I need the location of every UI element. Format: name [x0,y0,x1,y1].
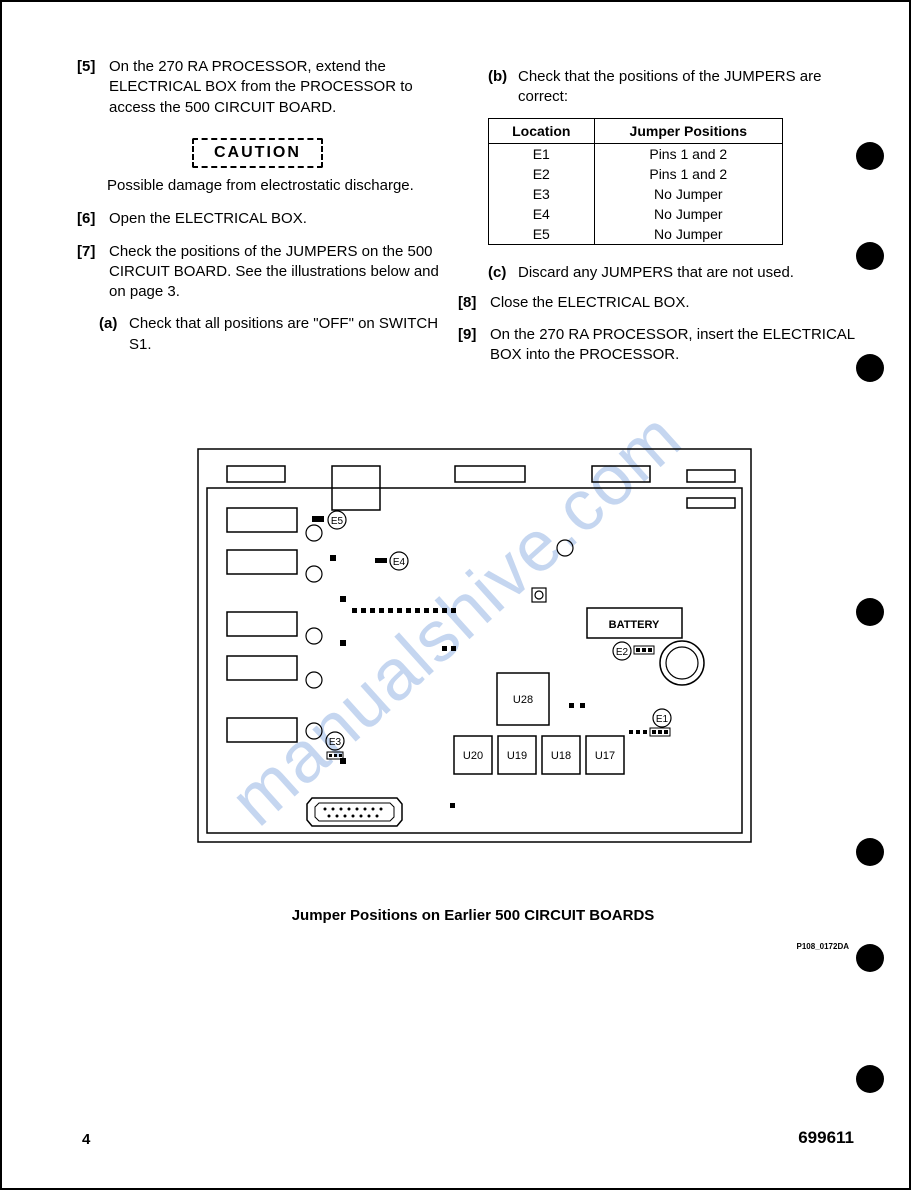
step-5-text: On the 270 RA PROCESSOR, extend the ELEC… [109,57,458,118]
caution-text: Possible damage from electrostatic disch… [107,176,458,196]
svg-text:U19: U19 [507,750,527,762]
caution-label: CAUTION [192,138,323,168]
table-row: E5No Jumper [489,224,783,245]
diagram-ref: P108_0172DA [797,942,849,951]
table-cell: Pins 1 and 2 [594,143,782,164]
right-column: (b) Check that the positions of the JUMP… [488,57,869,378]
step-8-num: [8] [458,293,490,313]
svg-text:U28: U28 [513,694,533,706]
step-6: [6] Open the ELECTRICAL BOX. [77,209,458,229]
step-7c-num: (c) [488,263,518,283]
step-7a-num: (a) [99,314,129,355]
step-7-text: Check the positions of the JUMPERS on th… [109,242,458,303]
svg-text:U18: U18 [551,750,571,762]
jumper-table: Location Jumper Positions E1Pins 1 and 2… [488,118,783,245]
table-row: E3No Jumper [489,184,783,204]
table-cell: E3 [489,184,595,204]
step-7c: (c) Discard any JUMPERS that are not use… [488,263,869,283]
page-number-left: 4 [82,1131,90,1148]
table-row: E2Pins 1 and 2 [489,164,783,184]
circuit-board-diagram: E5 E4 E3 [197,448,869,847]
table-row: E4No Jumper [489,204,783,224]
step-7b: (b) Check that the positions of the JUMP… [488,67,869,108]
step-7-num: [7] [77,242,109,303]
step-8-text: Close the ELECTRICAL BOX. [490,293,869,313]
step-9-text: On the 270 RA PROCESSOR, insert the ELEC… [490,325,869,366]
step-7a-text: Check that all positions are "OFF" on SW… [129,314,458,355]
svg-text:E3: E3 [329,737,342,748]
table-cell: Pins 1 and 2 [594,164,782,184]
svg-text:E1: E1 [656,714,669,725]
table-head-positions: Jumper Positions [594,118,782,143]
page-number-right: 699611 [798,1128,854,1148]
svg-text:U20: U20 [463,750,483,762]
table-head-location: Location [489,118,595,143]
circuit-board-svg: E5 E4 E3 [197,448,752,843]
step-7b-num: (b) [488,67,518,108]
svg-text:E4: E4 [393,557,406,568]
step-8: [8] Close the ELECTRICAL BOX. [458,293,869,313]
step-6-num: [6] [77,209,109,229]
step-5-num: [5] [77,57,109,118]
table-cell: No Jumper [594,184,782,204]
step-9-num: [9] [458,325,490,366]
step-7: [7] Check the positions of the JUMPERS o… [77,242,458,303]
step-9: [9] On the 270 RA PROCESSOR, insert the … [458,325,869,366]
svg-text:BATTERY: BATTERY [609,619,660,631]
svg-text:U17: U17 [595,750,615,762]
svg-text:E5: E5 [331,516,344,527]
step-5: [5] On the 270 RA PROCESSOR, extend the … [77,57,458,118]
step-7b-text: Check that the positions of the JUMPERS … [518,67,869,108]
svg-text:E2: E2 [616,647,629,658]
step-6-text: Open the ELECTRICAL BOX. [109,209,458,229]
step-7a: (a) Check that all positions are "OFF" o… [99,314,458,355]
table-cell: E2 [489,164,595,184]
table-cell: E4 [489,204,595,224]
table-cell: No Jumper [594,204,782,224]
step-7c-text: Discard any JUMPERS that are not used. [518,263,794,283]
left-column: [5] On the 270 RA PROCESSOR, extend the … [77,57,458,378]
table-cell: E5 [489,224,595,245]
table-cell: No Jumper [594,224,782,245]
diagram-caption: Jumper Positions on Earlier 500 CIRCUIT … [77,907,869,924]
table-cell: E1 [489,143,595,164]
table-row: E1Pins 1 and 2 [489,143,783,164]
